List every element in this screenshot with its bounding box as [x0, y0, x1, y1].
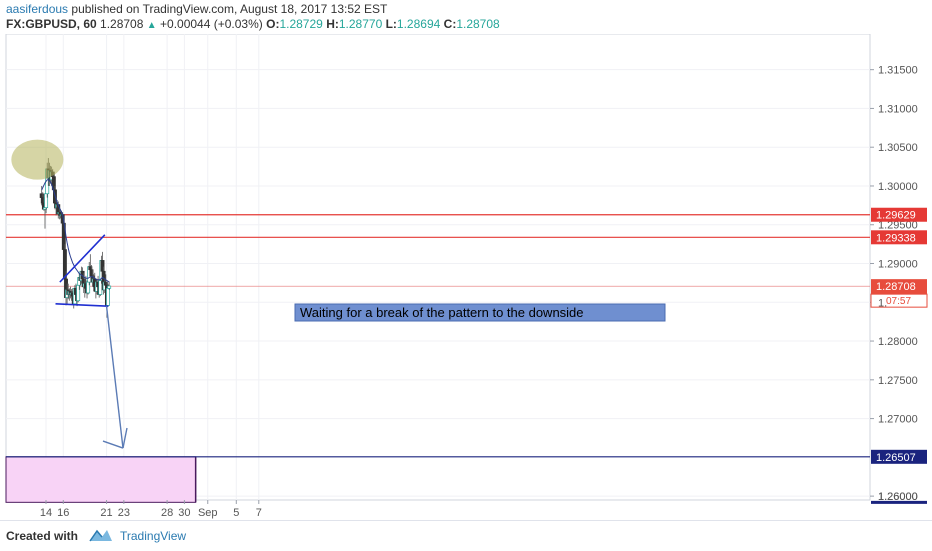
price-level-label: 1.29338 [876, 232, 916, 244]
annotation-text: Waiting for a break of the pattern to th… [300, 305, 584, 320]
price-levels [6, 214, 870, 458]
y-tick-label: 1.26000 [878, 491, 918, 503]
y-tick-label: 1.28000 [878, 336, 918, 348]
tradingview-logo-icon [88, 527, 114, 548]
price-change: +0.00044 (+0.03%) [160, 17, 263, 31]
close-label: C: [443, 17, 457, 31]
x-tick-label: 16 [57, 507, 69, 519]
high-value: 1.28770 [338, 17, 383, 31]
x-tick-label: 23 [118, 507, 130, 519]
y-tick-label: 1.30500 [878, 142, 918, 154]
countdown-badge [870, 293, 928, 308]
moving-average-line [41, 179, 110, 283]
author-link[interactable]: aasiferdous [6, 2, 69, 16]
open-value: 1.28729 [279, 17, 323, 31]
low-value: 1.28694 [396, 17, 441, 31]
target-zone-rect [5, 456, 197, 503]
annotation-background [294, 303, 666, 322]
annotation-box[interactable]: Waiting for a break of the pattern to th… [294, 303, 666, 322]
arrow-head-right [122, 427, 128, 449]
y-tick-label: 1.27500 [878, 375, 918, 387]
symbol-info: FX:GBPUSD, 60 1.28708 ▲ +0.00044 (+0.03%… [6, 17, 500, 31]
symbol-label[interactable]: FX:GBPUSD, 60 [6, 17, 97, 31]
price-level-label: 1.29629 [876, 210, 916, 222]
price-level-label: 1.26507 [876, 452, 916, 464]
publish-info: aasiferdous published on TradingView.com… [6, 2, 387, 16]
price-chart[interactable]: Waiting for a break of the pattern to th… [0, 34, 932, 520]
x-tick-label: 5 [233, 507, 239, 519]
y-tick-label: 1.31000 [878, 103, 918, 115]
close-value: 1.28708 [456, 17, 500, 31]
x-tick-label: 21 [100, 507, 112, 519]
low-label: L: [385, 17, 397, 31]
created-with-label: Created with [6, 529, 79, 543]
price-level-badge [871, 449, 927, 464]
footer: Created with TradingView [0, 520, 932, 551]
lower-trendline [55, 303, 109, 307]
y-tick-label: 1.29500 [878, 220, 918, 232]
time-axis[interactable]: 14 16 21 23 28 30 Sep 5 7 [40, 500, 262, 519]
last-price: 1.28708 [100, 17, 144, 31]
open-label: O: [266, 17, 280, 31]
up-arrow-icon: ▲ [146, 20, 157, 31]
plot-area[interactable] [5, 34, 871, 501]
x-tick-label: 30 [178, 507, 190, 519]
current-price-label: 1.28708 [876, 281, 916, 293]
x-tick-label: 28 [161, 507, 173, 519]
y-tick-label: 1.27000 [878, 414, 918, 426]
y-tick-label-partial: 1. [878, 297, 887, 309]
candle-body [106, 287, 110, 306]
x-tick-label: 7 [256, 507, 262, 519]
highlight-ellipse [11, 139, 64, 180]
x-tick-label: 14 [40, 507, 52, 519]
countdown-label: 07:57 [886, 296, 911, 307]
upper-trendline [59, 234, 106, 283]
x-tick-label: Sep [198, 507, 218, 519]
y-tick-label: 1.30000 [878, 181, 918, 193]
y-tick-label-partial: 1.26000 [878, 491, 918, 503]
arrow-head-left [102, 440, 124, 449]
published-text: published on TradingView.com, August 18,… [71, 2, 388, 16]
drawings [11, 139, 128, 449]
candle-body [107, 285, 112, 289]
tradingview-brand-link[interactable]: TradingView [120, 529, 187, 543]
price-level-badge [871, 207, 927, 222]
chart-header: aasiferdous published on TradingView.com… [0, 0, 932, 34]
high-label: H: [326, 17, 339, 31]
arrow-shaft [105, 306, 124, 449]
price-level-badge [871, 230, 927, 245]
y-tick-label: 1.31500 [878, 65, 918, 77]
price-axis[interactable]: 1.31500 1.31000 1.30500 1.30000 1.29500 1.290… [870, 65, 928, 504]
y-tick-label: 1.29000 [878, 259, 918, 271]
target-zone [5, 456, 197, 503]
